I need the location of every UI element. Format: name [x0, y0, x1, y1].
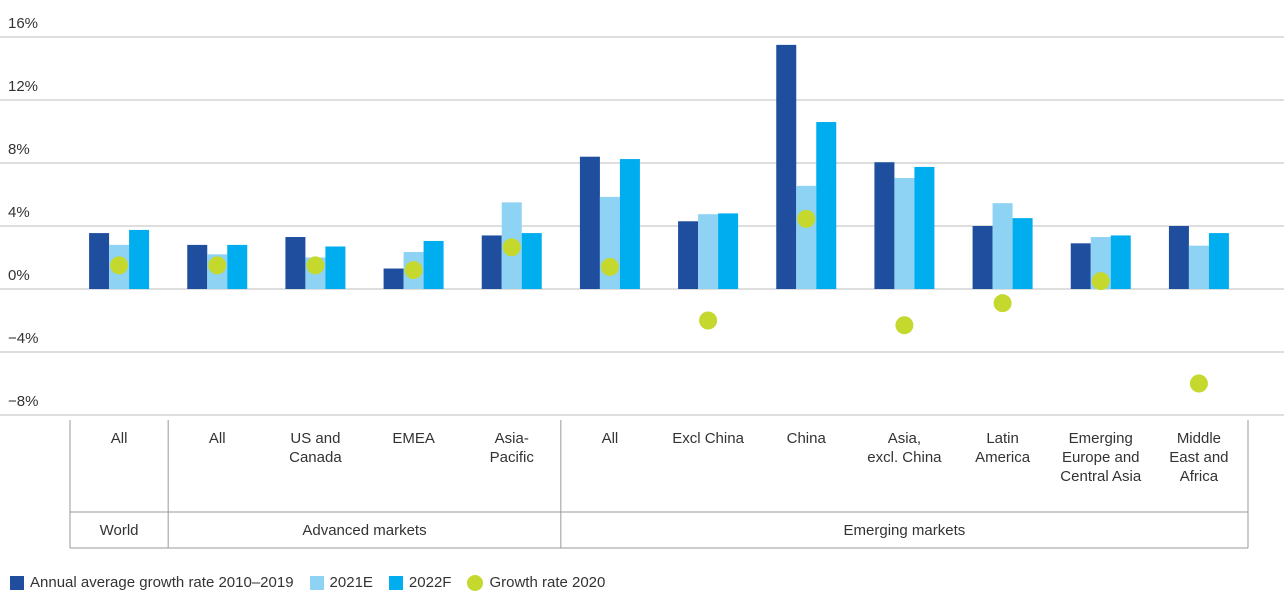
y-tick-label: 16%: [8, 15, 38, 32]
bar: [619, 159, 640, 289]
x-tick-label: Asia- Pacific: [489, 430, 534, 466]
x-tick-label: Latin America: [975, 430, 1031, 466]
group-label: World: [99, 522, 139, 539]
bar: [816, 122, 837, 289]
bar: [776, 44, 797, 289]
x-tick-label: All: [601, 430, 619, 447]
dot: [110, 256, 129, 275]
bar: [698, 214, 719, 289]
bar: [423, 240, 444, 289]
legend-item: Annual average growth rate 2010–2019: [10, 574, 294, 591]
bar: [1070, 243, 1091, 289]
bar: [129, 229, 150, 289]
y-tick-label: 4%: [8, 204, 30, 221]
bar: [796, 185, 817, 289]
dot: [1091, 272, 1110, 291]
bar: [285, 237, 306, 289]
bar: [579, 156, 600, 289]
x-tick-label: Middle East and Africa: [1169, 430, 1229, 485]
legend-label: 2021E: [329, 574, 373, 591]
bar: [227, 244, 248, 289]
legend-label: Annual average growth rate 2010–2019: [30, 574, 294, 591]
legend-item: 2021E: [309, 574, 373, 591]
bar: [1012, 218, 1033, 289]
group-label: Advanced markets: [302, 522, 427, 539]
bar: [1208, 233, 1229, 289]
dot: [699, 311, 718, 330]
y-tick-label: 12%: [8, 78, 38, 95]
bar: [874, 162, 895, 289]
dot: [404, 261, 423, 280]
legend-swatch: [467, 574, 484, 591]
dot: [600, 257, 619, 276]
x-tick-label: Excl China: [672, 430, 744, 447]
bar: [992, 203, 1013, 289]
bar: [894, 177, 915, 289]
bar: [1188, 245, 1209, 289]
legend: Annual average growth rate 2010–2019 2021…: [10, 574, 605, 591]
bar: [972, 226, 993, 289]
bar: [914, 166, 935, 289]
legend-label: 2022F: [408, 574, 452, 591]
legend-item: Growth rate 2020: [467, 574, 605, 591]
dot: [208, 256, 227, 275]
x-tick-label: All: [208, 430, 226, 447]
x-tick-label: Asia, excl. China: [867, 430, 942, 466]
bar: [187, 244, 208, 289]
legend-label: Growth rate 2020: [489, 574, 606, 591]
bar: [718, 213, 739, 289]
dot: [502, 238, 521, 257]
bar: [1110, 235, 1131, 289]
bar: [521, 233, 542, 289]
y-tick-label: 8%: [8, 141, 30, 158]
dot: [993, 294, 1012, 313]
bar: [89, 233, 110, 289]
x-tick-label: US and Canada: [289, 430, 342, 466]
group-label: Emerging markets: [843, 522, 966, 539]
y-tick-label: −8%: [8, 393, 38, 410]
x-tick-label: EMEA: [392, 430, 435, 447]
bar: [383, 268, 404, 289]
legend-swatch: [309, 575, 324, 590]
y-tick-label: −4%: [8, 330, 38, 347]
bar: [678, 221, 699, 289]
dot: [306, 256, 325, 275]
legend-item: 2022F: [388, 574, 452, 591]
dot: [1189, 374, 1208, 393]
bar: [1168, 226, 1189, 289]
x-tick-label: China: [786, 430, 826, 447]
bar: [481, 235, 502, 289]
x-tick-label: All: [110, 430, 128, 447]
y-tick-label: 0%: [8, 267, 30, 284]
legend-swatch: [388, 575, 403, 590]
bar: [325, 246, 346, 289]
dot: [797, 209, 816, 228]
legend-swatch: [10, 575, 24, 590]
dot: [895, 316, 914, 335]
x-tick-label: Emerging Europe and Central Asia: [1060, 430, 1142, 485]
